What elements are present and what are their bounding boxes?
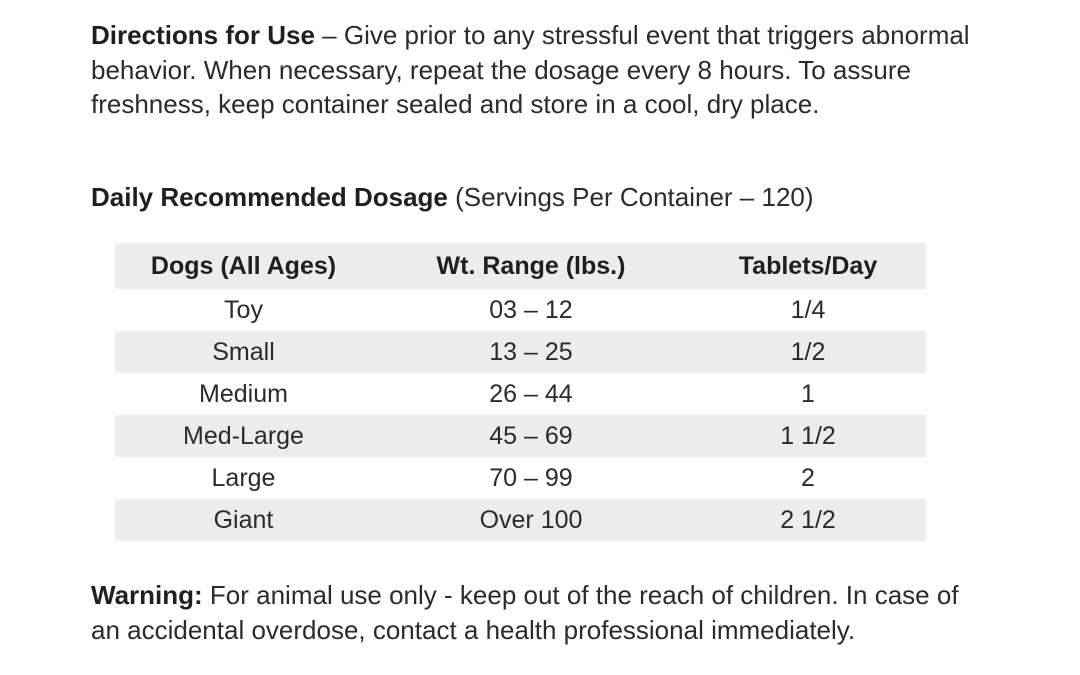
tablets-cell: 1 (690, 373, 926, 415)
table-row: Large 70 – 99 2 (115, 457, 926, 499)
directions-label: Directions for Use (91, 20, 315, 50)
directions-text: – Give prior to any stressful event that… (91, 20, 970, 119)
table-header-row: Dogs (All Ages) Wt. Range (lbs.) Tablets… (115, 243, 926, 289)
dog-size-cell: Toy (115, 289, 372, 331)
dog-size-cell: Large (115, 457, 372, 499)
weight-range-cell: 70 – 99 (372, 457, 690, 499)
warning-paragraph: Warning: For animal use only - keep out … (91, 578, 981, 647)
dog-size-cell: Med-Large (115, 415, 372, 457)
weight-range-cell: 45 – 69 (372, 415, 690, 457)
warning-text: For animal use only - keep out of the re… (91, 580, 959, 645)
tablets-cell: 1/4 (690, 289, 926, 331)
table-row: Small 13 – 25 1/2 (115, 331, 926, 373)
document-page: Directions for Use – Give prior to any s… (91, 18, 991, 645)
directions-paragraph: Directions for Use – Give prior to any s… (91, 18, 981, 122)
dog-size-cell: Small (115, 331, 372, 373)
column-header-tablets: Tablets/Day (690, 243, 926, 289)
dosage-heading: Daily Recommended Dosage (Servings Per C… (91, 180, 981, 215)
table-row: Toy 03 – 12 1/4 (115, 289, 926, 331)
warning-label: Warning: (91, 580, 203, 610)
dog-size-cell: Giant (115, 499, 372, 541)
table-row: Medium 26 – 44 1 (115, 373, 926, 415)
weight-range-cell: 03 – 12 (372, 289, 690, 331)
dosage-label: Daily Recommended Dosage (91, 182, 448, 212)
dog-size-cell: Medium (115, 373, 372, 415)
dosage-note: (Servings Per Container – 120) (447, 182, 814, 212)
tablets-cell: 1 1/2 (690, 415, 926, 457)
tablets-cell: 2 1/2 (690, 499, 926, 541)
weight-range-cell: 26 – 44 (372, 373, 690, 415)
weight-range-cell: Over 100 (372, 499, 690, 541)
dosage-table: Dogs (All Ages) Wt. Range (lbs.) Tablets… (115, 243, 926, 541)
column-header-dogs: Dogs (All Ages) (115, 243, 372, 289)
weight-range-cell: 13 – 25 (372, 331, 690, 373)
table-row: Med-Large 45 – 69 1 1/2 (115, 415, 926, 457)
table-row: Giant Over 100 2 1/2 (115, 499, 926, 541)
tablets-cell: 2 (690, 457, 926, 499)
tablets-cell: 1/2 (690, 331, 926, 373)
column-header-weight: Wt. Range (lbs.) (372, 243, 690, 289)
